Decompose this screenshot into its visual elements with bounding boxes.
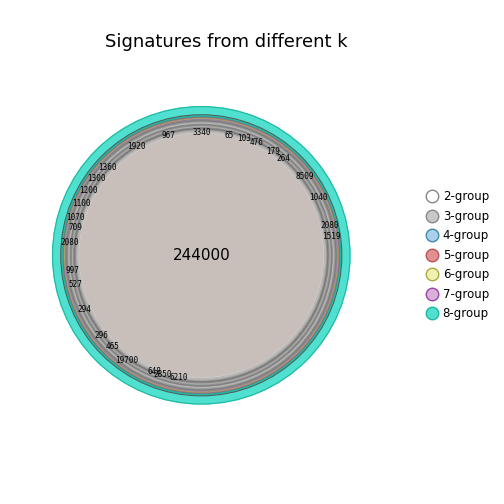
- Text: 967: 967: [162, 131, 176, 140]
- Legend: 2-group, 3-group, 4-group, 5-group, 6-group, 7-group, 8-group: 2-group, 3-group, 4-group, 5-group, 6-gr…: [421, 185, 493, 325]
- Text: 1200: 1200: [79, 186, 97, 195]
- Text: 3340: 3340: [192, 129, 211, 137]
- Text: 1040: 1040: [309, 194, 328, 202]
- Text: 2850: 2850: [153, 369, 172, 379]
- Text: 6210: 6210: [170, 372, 188, 382]
- Title: Signatures from different k: Signatures from different k: [105, 33, 348, 51]
- Text: 648: 648: [148, 366, 161, 375]
- Text: 1300: 1300: [88, 174, 106, 183]
- Text: 2080: 2080: [320, 221, 339, 230]
- Text: 244000: 244000: [172, 248, 230, 263]
- Text: 465: 465: [105, 342, 119, 351]
- Circle shape: [80, 134, 323, 377]
- Circle shape: [52, 107, 350, 404]
- Text: 1920: 1920: [127, 142, 146, 151]
- Text: 2080: 2080: [61, 238, 80, 247]
- Text: 997: 997: [66, 266, 80, 275]
- Text: 296: 296: [95, 331, 109, 340]
- Text: 65: 65: [225, 131, 234, 140]
- Text: 1519: 1519: [322, 232, 341, 240]
- Text: 179: 179: [266, 147, 280, 156]
- Text: 19700: 19700: [115, 356, 138, 365]
- Text: 476: 476: [249, 138, 263, 147]
- Text: 1100: 1100: [72, 199, 90, 208]
- Text: 8509: 8509: [295, 172, 313, 181]
- Text: 527: 527: [69, 280, 82, 289]
- Text: 103: 103: [237, 134, 251, 143]
- Text: 294: 294: [77, 304, 91, 313]
- Text: 1070: 1070: [66, 213, 85, 222]
- Text: 264: 264: [277, 154, 291, 163]
- Circle shape: [62, 116, 341, 395]
- Text: 709: 709: [68, 223, 82, 232]
- Text: 1360: 1360: [98, 163, 116, 172]
